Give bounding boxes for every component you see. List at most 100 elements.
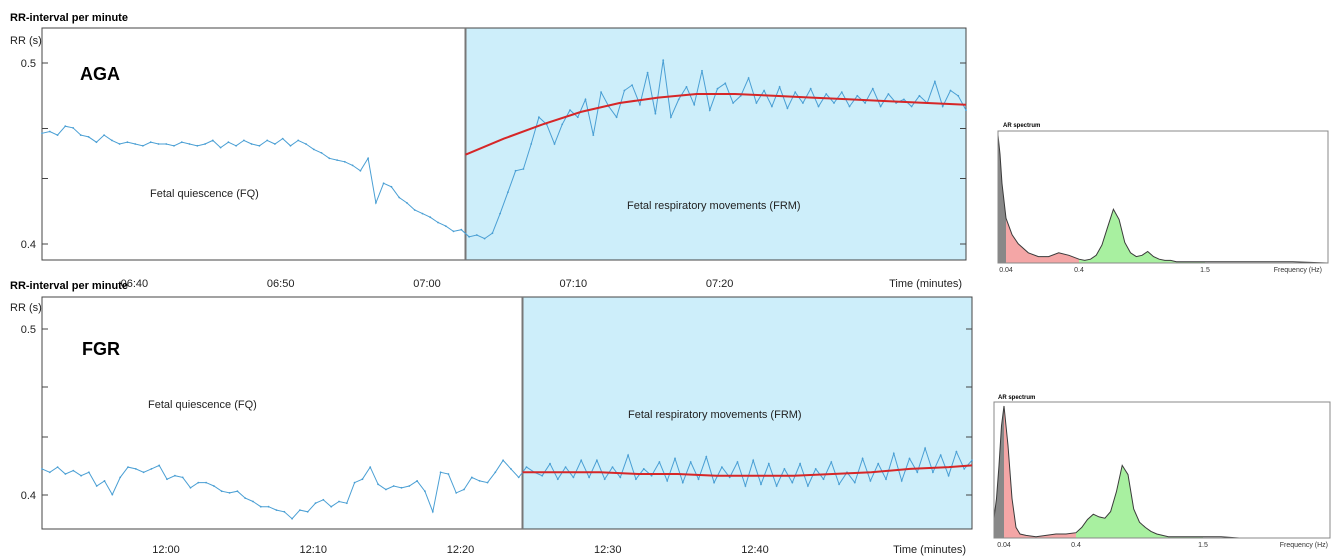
rr-point — [631, 84, 633, 86]
rr-points — [41, 447, 973, 520]
rr-point — [900, 480, 903, 482]
rr-point — [957, 94, 960, 97]
rr-point — [424, 490, 426, 493]
rr-point — [910, 105, 913, 108]
rr-point — [502, 459, 504, 462]
rr-point — [871, 87, 874, 90]
rr-point — [219, 146, 222, 149]
rr-point — [390, 185, 393, 188]
frm-region — [522, 297, 972, 529]
rr-point — [971, 459, 973, 462]
rr-point — [556, 478, 559, 481]
rr-point — [258, 144, 261, 147]
spectrum-curve — [997, 134, 1329, 264]
spectrum-tick-label: 0.4 — [1074, 267, 1084, 274]
rr-point — [312, 148, 315, 151]
rr-point — [670, 116, 672, 119]
rr-point — [64, 473, 67, 475]
rr-point — [701, 69, 703, 72]
rr-point — [553, 143, 556, 145]
rr-point — [377, 483, 379, 486]
rr-point — [592, 134, 595, 137]
rr-point — [949, 89, 952, 92]
rr-point — [838, 483, 840, 486]
spectrum-band — [1079, 209, 1205, 263]
rr-point — [297, 139, 300, 142]
rr-point — [576, 116, 579, 119]
rr-point — [320, 152, 323, 154]
plot-frame — [41, 296, 973, 530]
rr-point — [244, 497, 247, 499]
rr-point — [336, 159, 338, 162]
x-tick-label: 07:20 — [706, 278, 734, 290]
rr-point — [103, 134, 105, 137]
rr-point — [825, 93, 828, 95]
rr-point — [150, 468, 153, 470]
rr-point — [615, 116, 618, 119]
rr-point — [382, 182, 385, 185]
rr-point — [658, 461, 661, 463]
group-label: FGR — [82, 339, 120, 359]
rr-point — [685, 86, 688, 88]
rr-point — [118, 143, 121, 145]
rr-point — [431, 510, 434, 513]
rr-point — [708, 109, 711, 111]
frm-region-label: Fetal respiratory movements (FRM) — [628, 409, 802, 421]
rr-point — [79, 134, 82, 137]
rr-point — [807, 485, 809, 487]
rr-point — [243, 139, 245, 142]
rr-point — [666, 480, 669, 482]
rr-point — [507, 191, 509, 194]
rr-point — [510, 468, 512, 470]
rr-point — [932, 471, 934, 474]
spectrum-bands — [998, 135, 1205, 263]
rr-point — [771, 105, 773, 108]
rr-point — [275, 509, 278, 511]
rr-points — [41, 59, 967, 240]
rr-point — [416, 480, 418, 482]
rr-point — [739, 94, 742, 97]
rr-point — [775, 485, 778, 487]
rr-point — [306, 510, 309, 513]
rr-point — [196, 144, 199, 147]
rr-point — [903, 98, 905, 101]
fq-region-label: Fetal quiescence (FQ) — [150, 188, 259, 200]
rr-point — [235, 144, 238, 147]
rr-point — [353, 481, 356, 484]
rr-chart-fgr: RR-interval per minute RR (s) 0.5 0.4 FG… — [10, 280, 973, 556]
rr-point — [879, 105, 882, 108]
rr-point — [103, 480, 106, 482]
x-tick-label: 12:20 — [447, 544, 475, 556]
rr-point — [809, 87, 812, 90]
rr-point — [646, 71, 649, 74]
rr-point — [41, 132, 43, 135]
rr-point — [267, 505, 270, 508]
rr-point — [596, 459, 598, 462]
rr-point — [623, 89, 626, 92]
spectrum-x-axis-label: Frequency (Hz) — [1280, 542, 1328, 549]
rr-point — [204, 143, 207, 145]
ar-spectrum-aga: AR spectrum 0.04 0.4 1.5 Frequency (Hz) — [997, 123, 1329, 274]
rr-point — [705, 455, 708, 458]
rr-point — [252, 500, 254, 503]
rr-point — [752, 459, 755, 462]
rr-point — [716, 87, 719, 90]
rr-point — [460, 228, 463, 231]
rr-point — [486, 481, 489, 484]
rr-point — [939, 454, 942, 456]
rr-point — [677, 98, 680, 101]
rr-point — [584, 98, 587, 101]
rr-point — [322, 498, 325, 501]
rr-point — [95, 141, 98, 144]
rr-point — [266, 139, 269, 142]
spectrum-tick-label: 0.04 — [999, 267, 1013, 274]
rr-point — [572, 476, 575, 479]
rr-point — [721, 466, 723, 468]
rr-point — [197, 481, 200, 484]
rr-point — [48, 130, 51, 133]
rr-point — [530, 143, 533, 145]
rr-point — [142, 144, 144, 147]
rr-point — [830, 461, 833, 463]
rr-point — [181, 476, 184, 479]
rr-point — [611, 466, 614, 468]
